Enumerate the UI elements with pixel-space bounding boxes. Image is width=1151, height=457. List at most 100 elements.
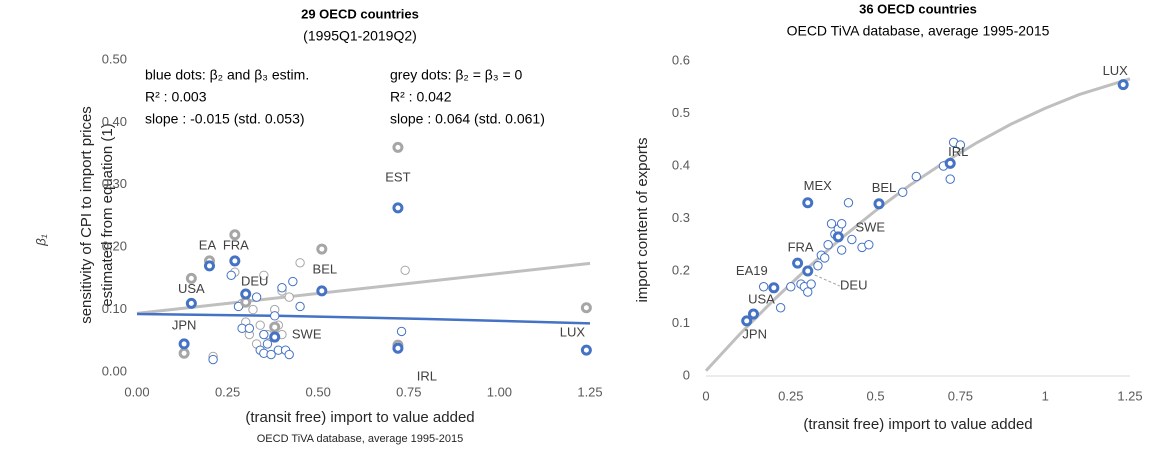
x-tick-label: 0.00 [124, 384, 149, 399]
country-dot [747, 308, 759, 320]
country-dot [178, 338, 190, 350]
other-dot [400, 265, 410, 275]
annotation: blue dots: β₂ and β₃ estim. [145, 67, 309, 83]
other-dot [266, 349, 276, 360]
point-label: JPN [742, 326, 767, 341]
chart-title: 36 OECD countries [859, 1, 977, 16]
x-axis-label: (transit free) import to value added [245, 409, 474, 426]
country-dot [240, 288, 252, 300]
x-tick-label: 0 [702, 388, 709, 403]
other-dot [244, 323, 255, 334]
other-dot [226, 270, 236, 280]
country-dot [802, 265, 814, 277]
country-dot [185, 272, 197, 284]
y-tick-label: 0.5 [672, 105, 690, 120]
other-dot [864, 240, 874, 250]
source-note: OECD TiVA database, average 1995-2015 [257, 433, 464, 445]
other-dot [277, 283, 287, 293]
other-dot [775, 303, 786, 313]
trend-line [136, 312, 591, 325]
country-dot [873, 198, 885, 210]
other-dot [288, 276, 298, 287]
annotation: R² : 0.042 [390, 89, 452, 105]
trend-line [704, 77, 1131, 372]
point-label: IRL [417, 369, 437, 384]
leader-line [814, 274, 840, 287]
y-tick-label: 0.3 [672, 210, 690, 225]
country-dot [392, 342, 404, 354]
y-tick-label: 0.10 [102, 301, 127, 316]
y-tick-label: 0.1 [672, 315, 690, 330]
y-axis-label: import content of exports [634, 137, 651, 302]
other-dot [836, 245, 847, 255]
point-label: SWE [855, 219, 885, 234]
other-dot [955, 140, 966, 150]
y-tick-label: 0.40 [102, 114, 127, 129]
y-axis-symbol: β₁ [33, 234, 48, 247]
annotation: slope : 0.064 (std. 0.061) [390, 111, 545, 127]
point-label: FRA [788, 240, 814, 255]
country-dot [229, 255, 241, 267]
country-dot [802, 197, 814, 209]
other-dot [259, 270, 269, 280]
country-dot [316, 285, 328, 297]
country-dot [944, 157, 956, 169]
other-dot [898, 187, 908, 197]
other-dot [945, 174, 955, 184]
chart-subtitle: (1995Q1-2019Q2) [303, 28, 417, 44]
country-dot [203, 260, 215, 272]
other-dot [836, 219, 847, 229]
point-label: EA [199, 237, 217, 252]
x-tick-label: 1.25 [577, 384, 602, 399]
other-dot [823, 240, 833, 250]
country-dot [392, 202, 404, 214]
chart-title: 29 OECD countries [301, 6, 419, 21]
country-dot [316, 243, 328, 255]
point-label: JPN [172, 317, 197, 332]
x-tick-label: 1 [1042, 388, 1049, 403]
point-label: EST [385, 169, 410, 184]
other-dot [284, 292, 294, 302]
point-label: DEU [241, 273, 268, 288]
country-dot [741, 315, 753, 327]
y-axis-label: estimated from equation (1) [99, 123, 116, 306]
other-dot [758, 282, 769, 292]
other-dot [843, 198, 854, 208]
other-dot [847, 234, 857, 245]
trend-line [136, 261, 591, 315]
other-dot [806, 279, 816, 289]
other-dot [786, 282, 796, 292]
country-dot [178, 347, 190, 359]
point-label: EA19 [736, 263, 768, 278]
other-dot [259, 329, 269, 340]
other-dot [255, 320, 265, 330]
annotation: grey dots: β₂ = β₃ = 0 [390, 67, 523, 83]
country-dot [792, 257, 804, 269]
point-label: IRL [948, 144, 968, 159]
x-tick-label: 0.75 [396, 384, 421, 399]
point-label: SWE [292, 326, 322, 341]
other-dot [270, 311, 280, 321]
other-dot [820, 253, 830, 263]
x-tick-label: 0.25 [215, 384, 240, 399]
x-tick-label: 1.25 [1117, 388, 1142, 403]
annotation: slope : -0.015 (std. 0.053) [145, 111, 305, 127]
annotation: R² : 0.003 [145, 89, 207, 105]
other-dot [295, 258, 305, 268]
other-dot [284, 349, 294, 360]
y-tick-label: 0.2 [672, 262, 690, 277]
country-dot [1117, 79, 1129, 91]
country-dot [229, 229, 241, 241]
x-tick-label: 0.5 [867, 388, 885, 403]
other-dot [208, 354, 218, 365]
other-dot [396, 326, 407, 337]
other-dot [826, 219, 837, 229]
other-dot [262, 339, 273, 349]
y-tick-label: 0.00 [102, 363, 127, 378]
other-dot [803, 287, 813, 297]
country-dot [269, 331, 281, 343]
point-label: BEL [872, 180, 897, 195]
y-tick-label: 0.4 [672, 157, 690, 172]
y-tick-label: 0.30 [102, 176, 127, 191]
